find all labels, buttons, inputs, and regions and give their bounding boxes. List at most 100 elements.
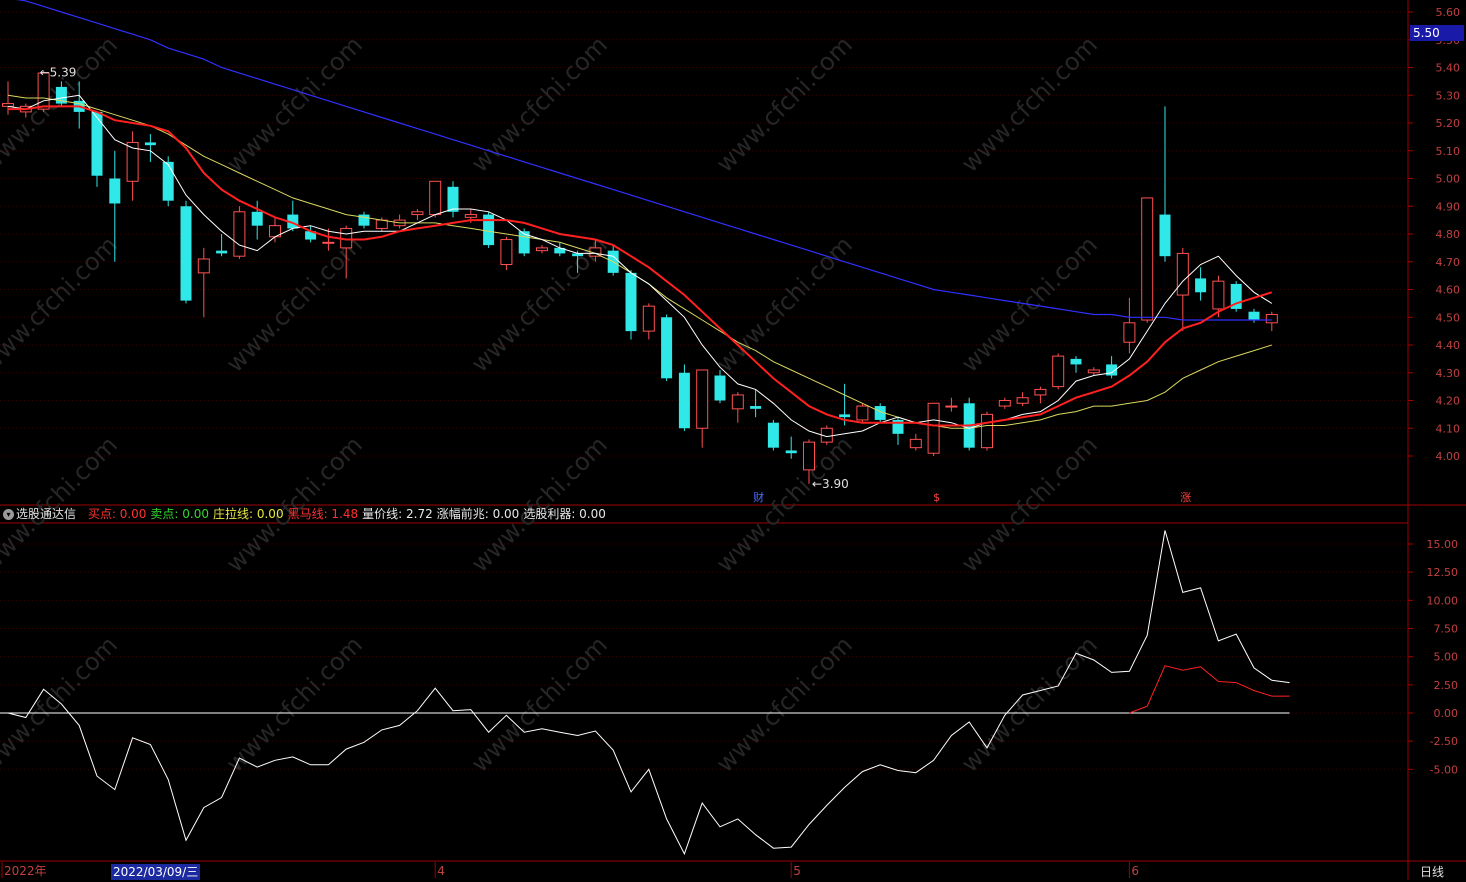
high-price-label: ←5.39 [40,65,77,79]
candle[interactable] [767,419,779,451]
candle[interactable] [909,433,922,451]
event-marker[interactable]: $ [933,491,940,504]
candle-body [856,405,869,421]
price-tick-label: 5.00 [1436,173,1461,186]
candle-body [216,250,228,254]
candle[interactable] [642,303,655,340]
price-tick-label: 4.20 [1436,395,1461,408]
candle[interactable] [109,150,121,262]
candle[interactable] [874,403,886,423]
candle-body [375,219,388,229]
candle-body [2,103,14,107]
candle[interactable] [322,228,335,251]
period-button-daily[interactable]: 日线 [1420,865,1445,879]
candle[interactable] [233,206,246,259]
candle[interactable] [731,392,744,423]
candle[interactable] [411,209,424,221]
low-price-label: ←3.90 [812,477,849,491]
indicator-item: 选股利器: 0.00 [523,507,606,521]
candle[interactable] [429,180,442,218]
candle[interactable] [37,70,50,112]
candle[interactable] [358,211,370,229]
candle[interactable] [803,439,815,484]
indicator-tick-label: -5.00 [1430,763,1458,776]
candle[interactable] [1176,247,1189,332]
candle[interactable] [1212,275,1225,318]
candle-body [661,317,673,379]
candle-body [197,258,210,274]
candle[interactable] [162,156,174,207]
candle[interactable] [144,134,156,162]
candle[interactable] [785,436,797,459]
candle-body [536,247,548,252]
candle[interactable] [518,228,530,257]
candle[interactable] [197,247,210,318]
candle-body [251,211,263,226]
candle-body [305,231,317,240]
event-marker[interactable]: 财 [753,490,764,504]
candle[interactable] [1070,356,1082,373]
candle[interactable] [1141,197,1154,323]
candle-body [1106,364,1118,376]
candle[interactable] [696,369,709,448]
candle[interactable] [678,364,690,432]
candle-body [785,450,797,454]
candle[interactable] [1123,297,1136,354]
candle[interactable] [554,242,566,257]
candle[interactable] [447,181,459,218]
candle[interactable] [1034,386,1047,404]
candle-body [1159,214,1171,257]
candle-body [874,406,886,420]
candle[interactable] [856,403,869,423]
candle[interactable] [714,369,726,404]
indicator-name[interactable]: 选股通达信 [16,507,77,521]
candle[interactable] [180,200,192,304]
candle[interactable] [1106,356,1118,379]
candle[interactable] [625,270,637,340]
candle[interactable] [661,314,673,382]
price-tick-label: 5.20 [1436,117,1461,130]
indicator-tick-label: 15.00 [1427,538,1459,551]
candle[interactable] [500,236,513,271]
candle-body [411,211,424,216]
candle[interactable] [251,200,263,240]
candle[interactable] [1159,106,1171,262]
candle[interactable] [1265,311,1278,332]
candlestick-series[interactable] [2,70,1278,484]
indicator-item: 买点: 0.00 [87,507,147,521]
candle-body [767,422,779,448]
candle-body [998,400,1011,407]
candle[interactable] [305,225,317,243]
candle-body [233,211,246,257]
candle[interactable] [55,81,67,107]
candle-body [1016,397,1029,404]
event-marker[interactable]: 涨 [1180,491,1191,504]
candle[interactable] [1052,353,1065,390]
price-tick-label: 4.60 [1436,284,1461,297]
candle-body [1176,252,1189,296]
candle[interactable] [945,397,958,412]
candle[interactable] [483,211,495,248]
candle[interactable] [216,234,228,257]
candle-body [287,214,299,229]
candle[interactable] [126,131,139,201]
candle[interactable] [91,111,103,187]
candle[interactable] [839,383,851,426]
candle[interactable] [998,397,1011,409]
candle[interactable] [750,389,762,418]
candle-body [892,419,904,434]
candle[interactable] [287,200,299,232]
time-axis-label: 4 [437,864,445,878]
candle[interactable] [1087,367,1100,376]
candle[interactable] [536,245,548,254]
candle-body [572,253,584,257]
candle[interactable] [927,402,940,456]
candle[interactable] [1016,392,1029,407]
candle[interactable] [1195,267,1207,301]
candle[interactable] [572,250,584,273]
candle[interactable] [1230,281,1242,312]
indicator-menu-icon[interactable]: ▾ [3,509,14,520]
candle[interactable] [981,411,993,451]
candle-body [55,86,67,104]
